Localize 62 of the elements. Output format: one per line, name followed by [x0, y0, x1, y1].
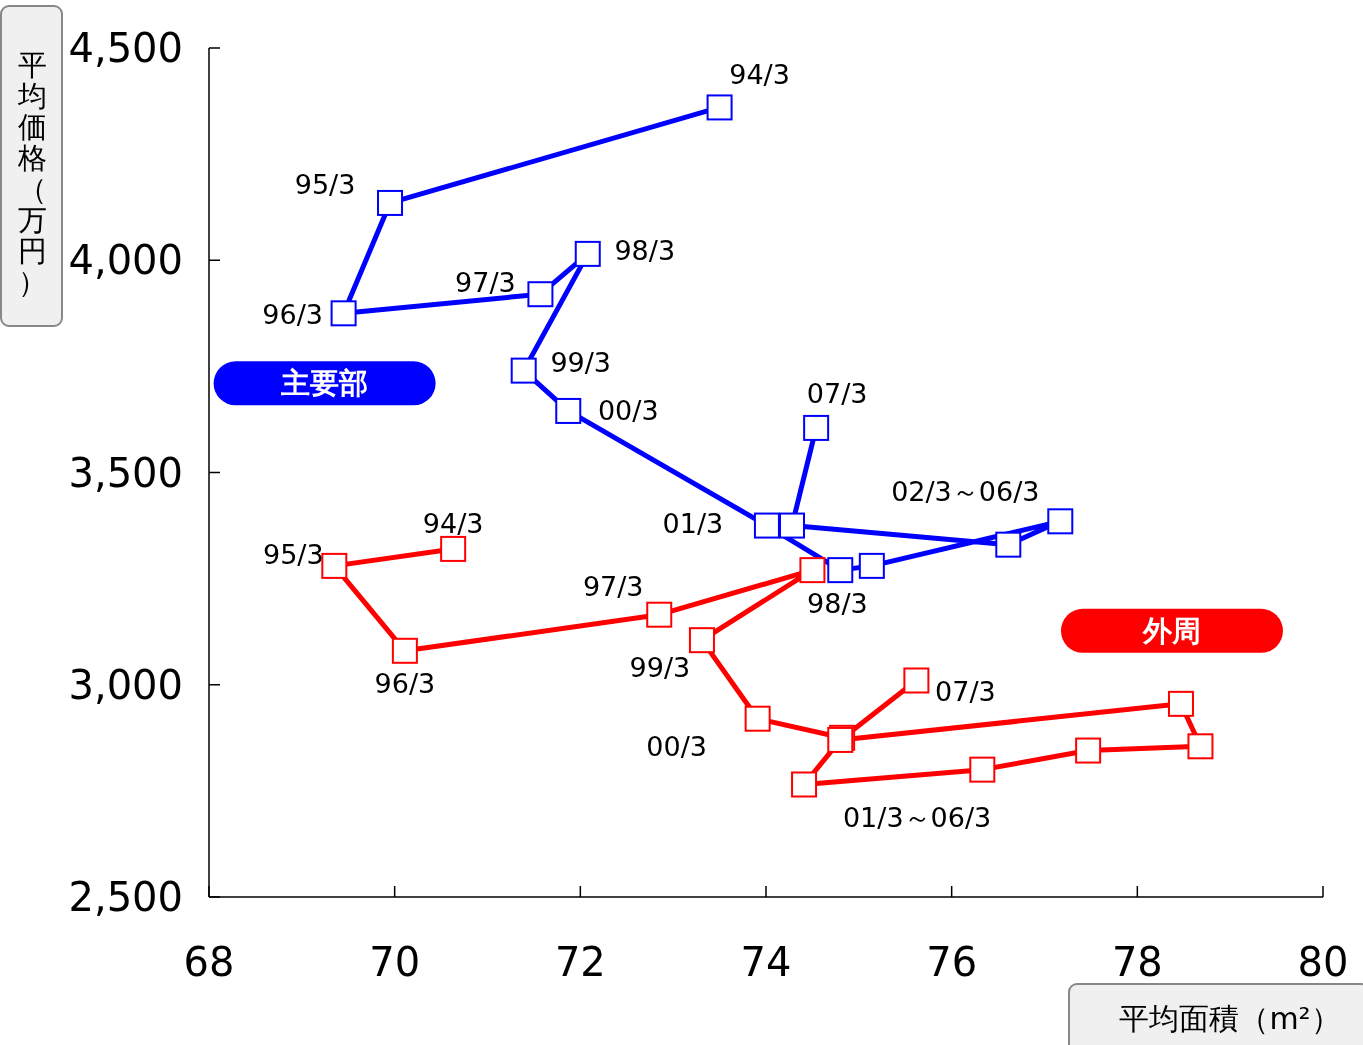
annotation: 98/3 [807, 587, 868, 619]
point [799, 557, 826, 584]
annotation: 00/3 [646, 731, 707, 763]
point [321, 552, 348, 579]
annotation: 97/3 [455, 266, 516, 298]
point [744, 705, 771, 732]
point [753, 512, 780, 539]
x-tick-label: 76 [926, 939, 978, 985]
point [440, 535, 467, 562]
annotation: 95/3 [294, 169, 356, 201]
annotation: 98/3 [614, 235, 676, 267]
series-label: 主要部 [280, 366, 369, 401]
point [969, 756, 996, 783]
series-label: 外周 [1141, 613, 1201, 648]
x-tick-label: 72 [554, 939, 606, 985]
x-tick-label: 78 [1111, 939, 1163, 985]
annotation: 99/3 [629, 651, 691, 683]
annotation: 01/3～06/3 [842, 802, 992, 834]
x-tick-label: 80 [1297, 939, 1349, 985]
annotation: 96/3 [262, 298, 323, 330]
point [527, 281, 554, 308]
y-tick-label: 4,500 [68, 25, 183, 71]
annotation: 07/3 [935, 676, 996, 708]
point [1187, 733, 1214, 760]
point [330, 300, 357, 327]
x-axis-title: 平均面積（m²） [1119, 1000, 1341, 1036]
x-tick-label: 70 [369, 939, 421, 985]
y-tick-label: 4,000 [68, 237, 183, 284]
point [646, 601, 673, 628]
annotation: 97/3 [582, 571, 644, 603]
annotation: 99/3 [550, 347, 612, 379]
annotation: 07/3 [806, 378, 868, 410]
point [791, 771, 818, 798]
point [688, 627, 715, 654]
annotation: 95/3 [263, 539, 324, 571]
y-tick-label: 2,500 [68, 874, 183, 920]
annotation: 00/3 [597, 395, 659, 427]
point [827, 557, 854, 584]
point [574, 240, 601, 267]
point [391, 637, 418, 664]
x-tick-label: 68 [183, 939, 235, 985]
point [1047, 508, 1074, 535]
annotation: 02/3～06/3 [891, 475, 1040, 507]
annotation: 01/3 [662, 508, 724, 540]
point [995, 531, 1022, 558]
point [778, 512, 805, 539]
point [706, 94, 733, 121]
point [903, 667, 930, 694]
x-tick-label: 74 [740, 939, 792, 985]
annotation: 94/3 [729, 58, 790, 90]
annotation: 96/3 [374, 668, 436, 700]
y-tick-label: 3,500 [68, 449, 183, 496]
point [1167, 690, 1194, 717]
point [858, 552, 885, 579]
y-tick-label: 3,000 [68, 661, 183, 708]
annotation: 94/3 [422, 508, 484, 540]
point [803, 414, 830, 441]
y-axis-title: 平均価格（万円） [16, 48, 47, 299]
point [510, 357, 537, 384]
point [555, 397, 582, 424]
point [377, 189, 404, 216]
point [1075, 737, 1102, 764]
